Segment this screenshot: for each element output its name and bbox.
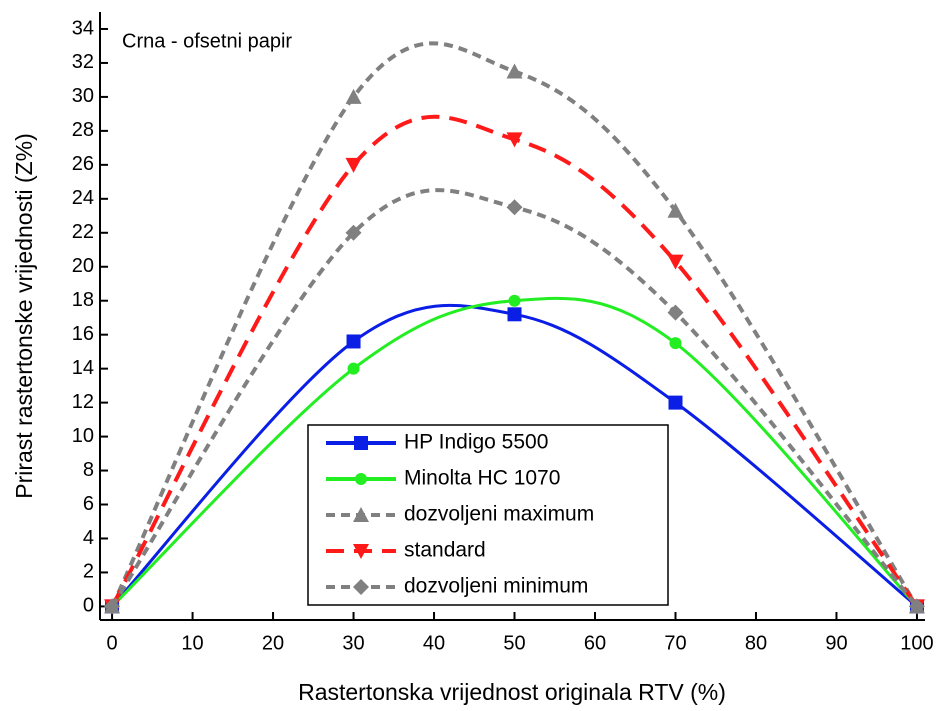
x-tick-label: 60 [584,632,606,654]
y-tick-label: 6 [83,493,94,515]
marker [345,224,362,241]
x-tick-label: 20 [262,632,284,654]
y-tick-label: 24 [72,187,94,209]
legend: HP Indigo 5500 Minolta HC 1070 dozvoljeni … [307,424,669,606]
annotation: Crna - ofsetni papir [122,30,292,52]
y-tick-label: 16 [72,323,94,345]
y-tick-label: 2 [83,561,94,583]
y-tick-label: 4 [83,527,94,549]
x-tick-label: 90 [825,632,847,654]
marker [346,334,361,349]
marker [506,132,523,148]
marker [507,307,522,322]
marker [353,544,369,559]
marker [345,157,362,173]
y-tick-label: 28 [72,119,94,141]
legend-label: Minolta HC 1070 [404,467,560,490]
marker [669,337,682,350]
y-axis-label: Prirast rastertonske vrijednosti (Z%) [11,133,37,499]
marker [667,254,684,270]
marker [104,598,121,615]
y-tick-label: 18 [72,289,94,311]
y-tick-label: 26 [72,153,94,175]
x-tick-label: 40 [423,632,445,654]
y-tick-label: 8 [83,459,94,481]
y-tick-label: 34 [72,17,94,39]
x-axis-label: Rastertonska vrijednost originala RTV (%… [298,679,726,705]
legend-box [307,424,669,606]
x-tick-label: 70 [664,632,686,654]
y-tick-label: 20 [72,255,94,277]
y-tick-label: 12 [72,391,94,413]
marker [353,579,369,595]
marker [355,473,367,485]
y-tick-label: 32 [72,51,94,73]
y-tick-label: 10 [72,425,94,447]
x-tick-label: 0 [107,632,118,654]
legend-label: standard [404,539,486,562]
x-tick-label: 30 [342,632,364,654]
legend-label: dozvoljeni minimum [404,575,588,598]
x-tick-label: 10 [181,632,203,654]
marker [667,202,684,218]
y-tick-label: 30 [72,85,94,107]
marker [345,88,362,104]
x-tick-label: 80 [745,632,767,654]
marker [347,362,360,375]
marker [908,598,925,615]
x-tick-label: 100 [900,632,933,654]
y-tick-label: 14 [72,357,94,379]
marker [667,304,684,321]
x-tick-label: 50 [503,632,525,654]
marker [354,436,368,450]
y-tick-label: 22 [72,221,94,243]
marker [506,199,523,216]
marker [506,63,523,79]
legend-label: dozvoljeni maximum [404,503,594,526]
marker [508,294,521,307]
marker [668,395,683,410]
y-tick-label: 0 [83,595,94,617]
legend-label: HP Indigo 5500 [404,431,548,454]
marker [353,507,369,522]
series-line [110,41,919,608]
